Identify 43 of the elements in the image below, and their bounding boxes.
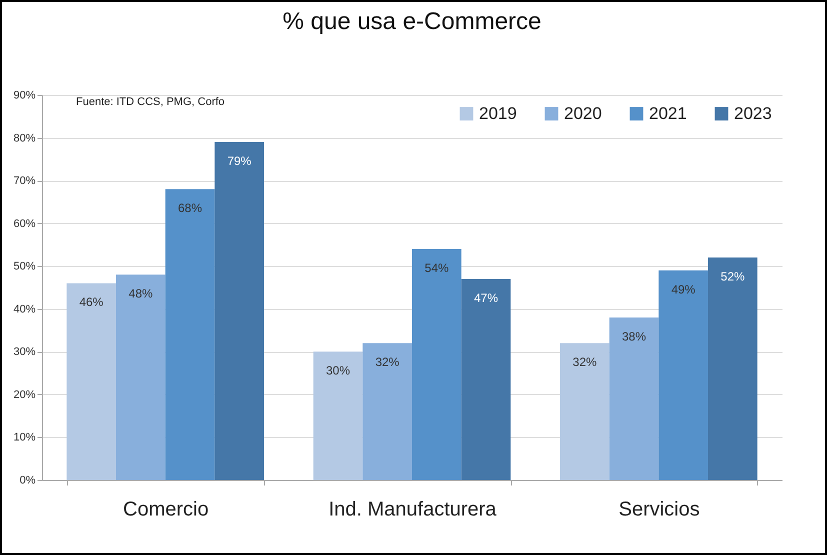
bar: [461, 278, 511, 480]
bar: [560, 343, 610, 480]
data-label: 68%: [178, 201, 202, 216]
y-tick-label: 40%: [13, 303, 36, 316]
data-label: 52%: [720, 270, 745, 284]
bar: [313, 352, 363, 480]
bar: [412, 249, 462, 480]
y-tick-label: 60%: [13, 218, 36, 230]
data-label: 79%: [227, 154, 252, 168]
bar: [116, 274, 166, 480]
bar: [165, 189, 215, 480]
y-tick-label: 80%: [13, 132, 36, 144]
legend-label: 2021: [649, 104, 687, 123]
legend-label: 2023: [734, 104, 772, 123]
x-tick-label: Comercio: [123, 498, 209, 520]
y-tick-label: 30%: [13, 346, 36, 358]
data-label: 32%: [572, 355, 597, 370]
x-tick-label: Ind. Manufacturera: [328, 498, 498, 520]
data-label: 48%: [128, 286, 153, 301]
bar: [708, 258, 758, 480]
data-label: 30%: [326, 364, 350, 378]
y-tick-label: 0%: [20, 474, 36, 486]
x-tick-label: Servicios: [618, 498, 700, 520]
bar: [362, 343, 412, 480]
legend-label: 2020: [564, 104, 602, 123]
data-label: 38%: [622, 329, 646, 344]
bar: [66, 283, 116, 480]
bar: [609, 317, 659, 480]
y-tick-label: 10%: [13, 432, 36, 444]
bar: [214, 142, 264, 480]
legend-label: 2019: [479, 104, 517, 123]
data-label: 49%: [671, 282, 696, 296]
data-label: 46%: [79, 295, 104, 310]
y-tick-label: 70%: [13, 175, 36, 188]
y-tick-label: 20%: [13, 388, 36, 401]
annotation: Fuente: ITD CCS, PMG, Corfo: [76, 96, 225, 108]
bar: [658, 270, 708, 480]
data-label: 54%: [424, 261, 449, 275]
data-label: 32%: [375, 355, 400, 370]
data-label: 47%: [474, 290, 498, 305]
y-tick-label: 50%: [13, 260, 36, 273]
y-tick-label: 90%: [13, 90, 36, 102]
chart-title: % que usa e-Commerce: [282, 8, 542, 35]
